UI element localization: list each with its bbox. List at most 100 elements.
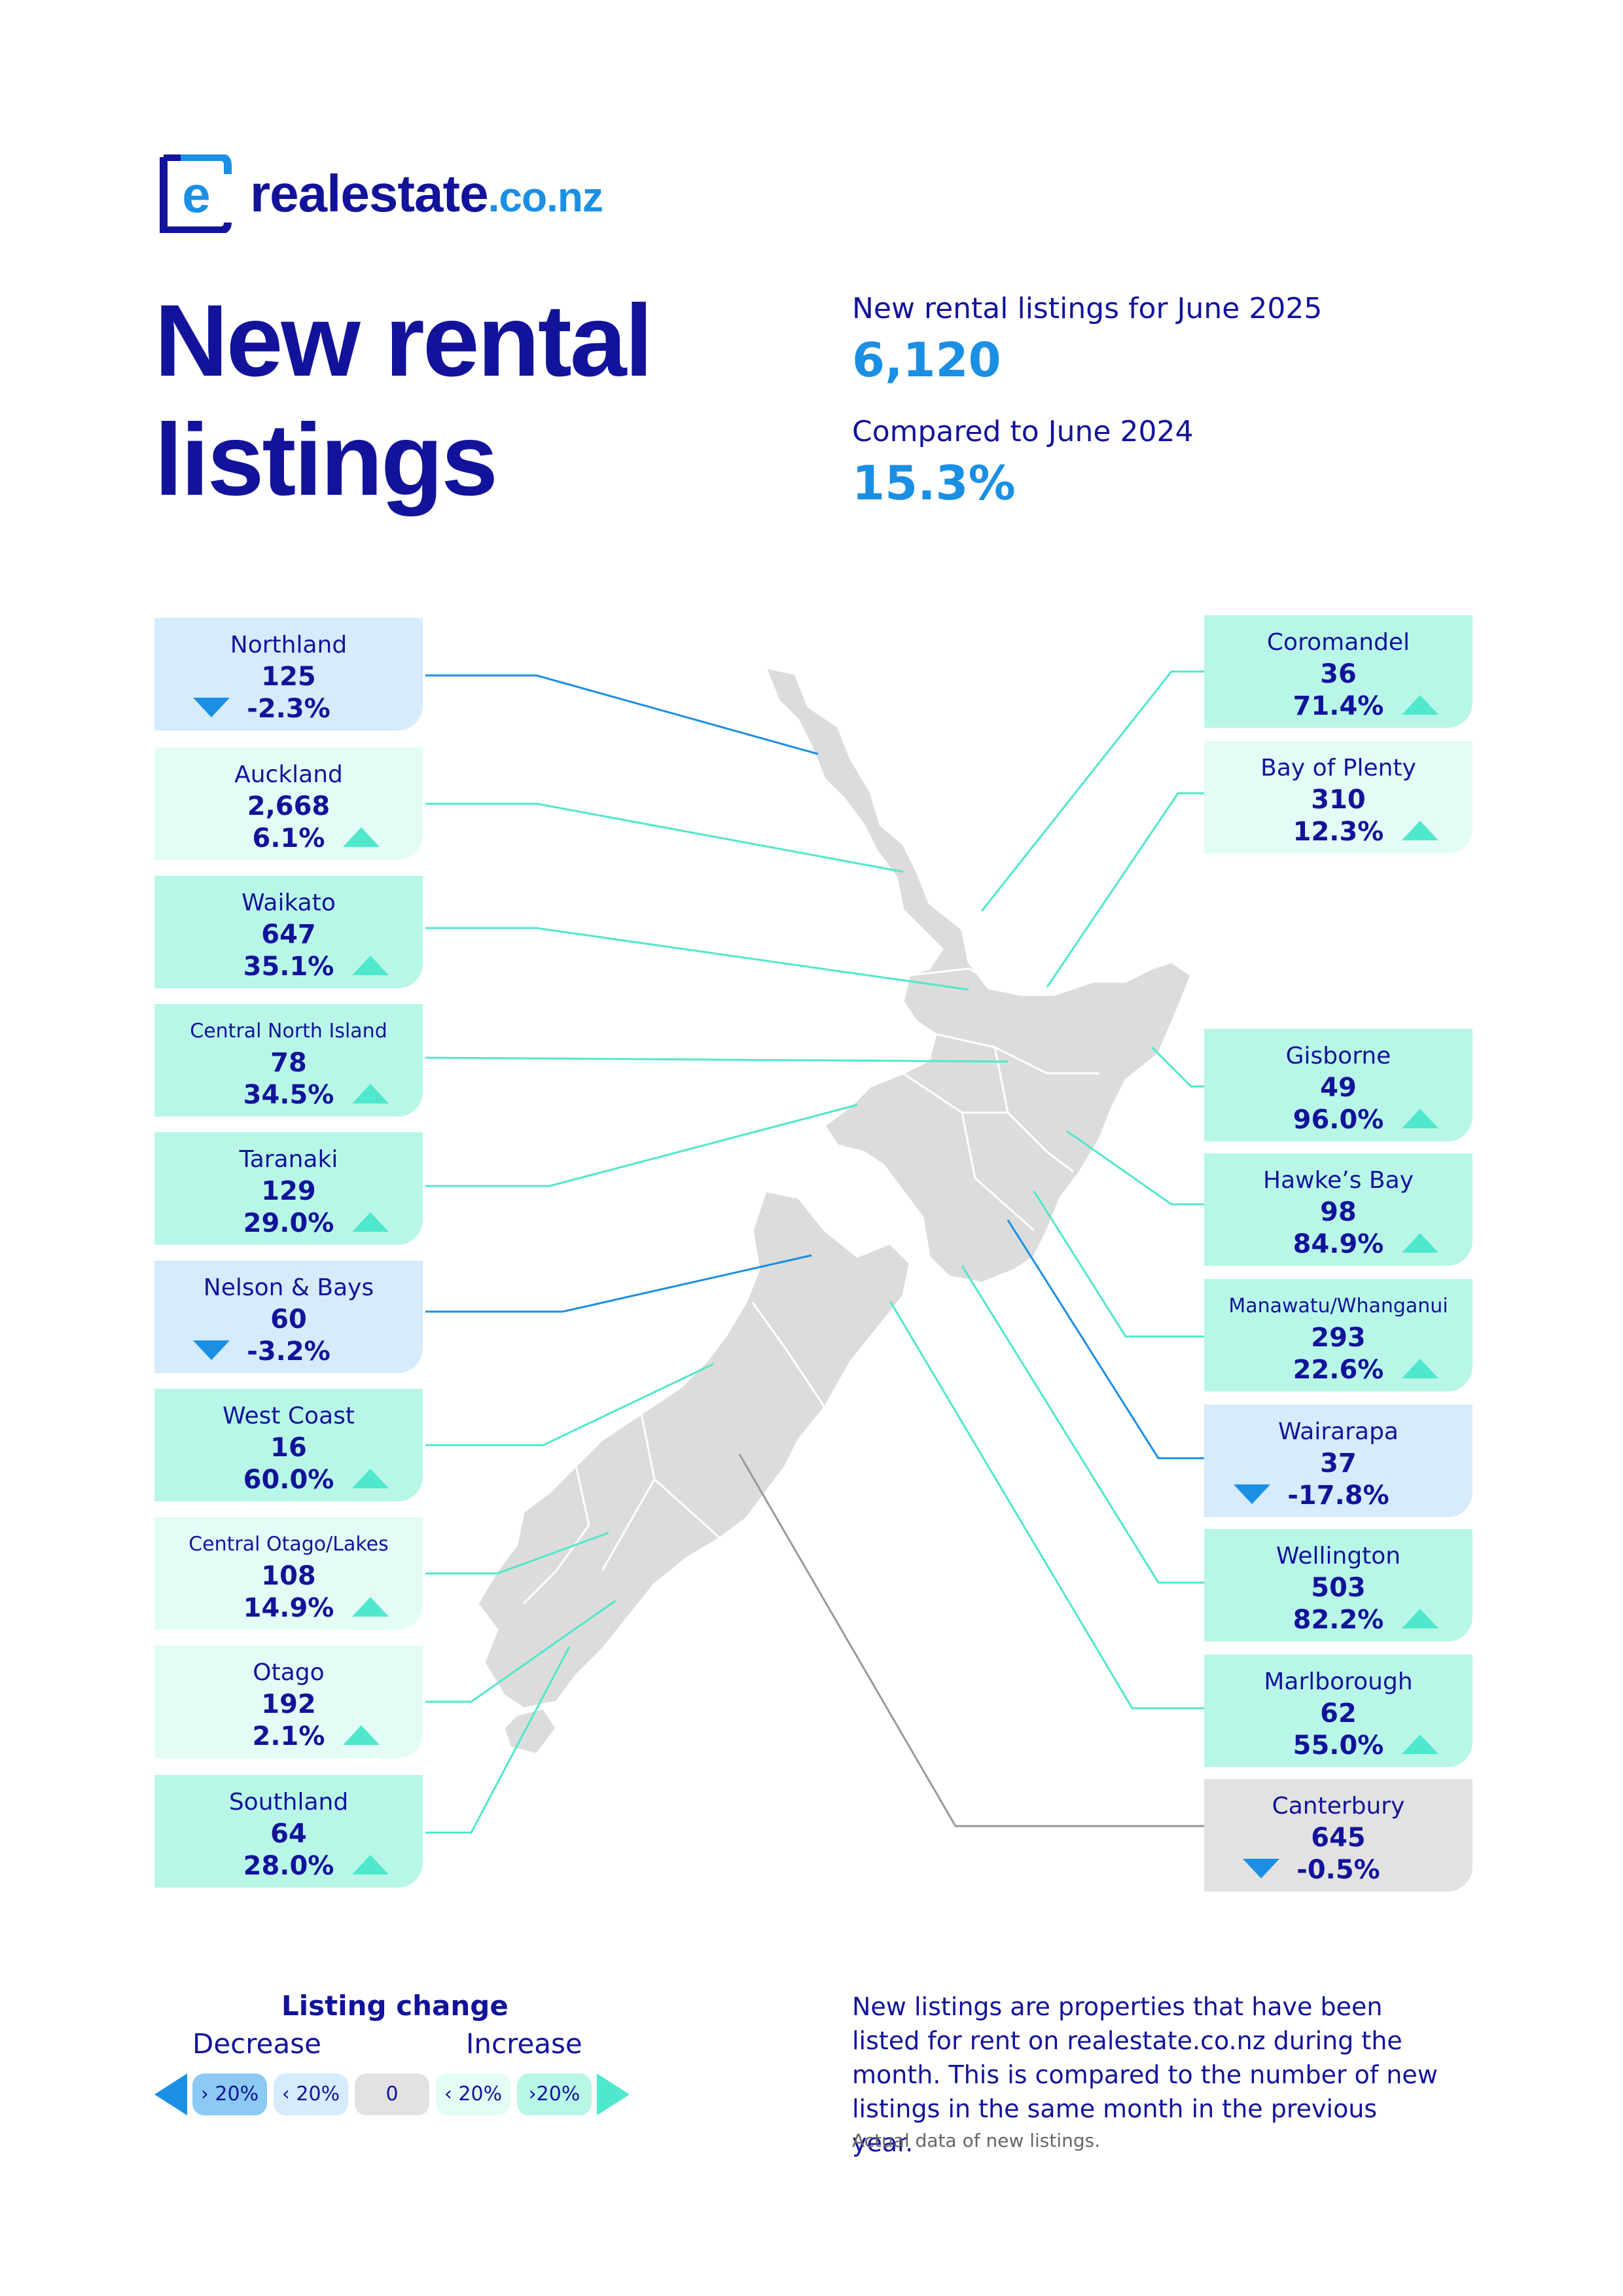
legend-pill-decrease: ‹ 20% [274,2073,348,2115]
region-change: 14.9% [243,1593,334,1623]
north-island-boundary-5 [961,1112,1035,1232]
region-card-canterbury[interactable]: Canterbury 645 -0.5% [1204,1779,1472,1892]
source-note: Actual data of new listings. [852,2130,1101,2151]
region-count: 503 [1311,1573,1366,1603]
down-arrow-icon [1234,1484,1271,1504]
region-name: Southland [228,1789,349,1816]
legend-pill-increase: ‹ 20% [436,2073,510,2115]
up-arrow-icon [352,1855,389,1874]
leader-central-north-island [425,1056,1008,1063]
region-name: Marlborough [1264,1668,1413,1695]
region-card-wellington[interactable]: Wellington 503 82.2% [1204,1529,1472,1641]
up-arrow-icon [1402,1609,1439,1628]
region-change: 35.1% [243,952,334,982]
region-name: Central Otago/Lakes [188,1533,389,1556]
listings-label: New rental listings for June 2025 [852,292,1323,325]
up-arrow-icon [1402,1734,1439,1754]
leader-auckland [425,802,904,873]
leader-wellington [961,1265,1204,1584]
region-change: 34.5% [243,1080,334,1110]
region-name: Central North Island [190,1020,387,1043]
region-name: Gisborne [1285,1043,1391,1069]
region-change: 12.3% [1293,817,1384,847]
north-island-boundary-2 [935,1033,1099,1075]
leader-canterbury [738,1454,1204,1827]
region-count: 647 [261,920,316,950]
region-card-coromandel[interactable]: Coromandel 36 71.4% [1204,615,1472,728]
logo-letter: e [182,166,210,223]
region-name: Hawke’s Bay [1263,1167,1414,1194]
leader-bay-of-plenty [1046,792,1204,988]
region-card-taranaki[interactable]: Taranaki 129 29.0% [154,1132,423,1245]
leader-wairarapa [1007,1219,1204,1460]
leader-otago [425,1600,616,1703]
legend-decrease-label: Decrease [192,2028,321,2060]
region-change: 96.0% [1293,1105,1384,1135]
legend-left-arrow-icon [154,2073,187,2115]
south-island-boundary-1 [751,1302,826,1408]
brand-logo[interactable]: e realestate.co.nz [154,154,743,233]
north-island-shape [764,666,1192,1284]
up-arrow-icon [1402,1109,1439,1128]
region-change: 6.1% [252,823,325,853]
down-arrow-icon [193,698,230,717]
region-card-central-north-island[interactable]: Central North Island 78 34.5% [154,1004,423,1117]
legend-pill-strong-increase: ›20% [517,2073,592,2115]
up-arrow-icon [352,1469,389,1488]
up-arrow-icon [1402,695,1439,715]
region-count: 64 [270,1819,307,1849]
brand-suffix: .co.nz [488,173,603,221]
up-arrow-icon [352,1212,389,1232]
region-name: West Coast [222,1403,355,1429]
region-card-auckland[interactable]: Auckland 2,668 6.1% [154,747,423,860]
up-arrow-icon [352,1084,389,1103]
region-name: Manawatu/Whanganui [1228,1295,1448,1318]
page-title: New rental listings [154,281,743,520]
region-card-marlborough[interactable]: Marlborough 62 55.0% [1204,1655,1472,1767]
brand-wordmark: realestate.co.nz [250,164,603,224]
listings-value: 6,120 [852,332,1001,387]
region-change: 28.0% [243,1851,334,1881]
region-count: 2,668 [247,791,330,821]
south-island-shape [476,1190,911,1710]
brand-name: realestate [250,164,489,223]
down-arrow-icon [193,1340,230,1360]
region-change: 71.4% [1293,691,1384,721]
region-card-hawkes-bay[interactable]: Hawke’s Bay 98 84.9% [1204,1153,1472,1266]
region-name: Wairarapa [1278,1418,1399,1445]
leader-hawkes-bay [1066,1130,1204,1206]
north-island-boundary-3 [993,1047,1074,1173]
region-change: 29.0% [243,1208,334,1238]
up-arrow-icon [1402,821,1439,840]
legend-right-arrow-icon [597,2073,630,2115]
region-count: 98 [1320,1197,1357,1227]
region-count: 125 [261,662,316,692]
region-count: 37 [1320,1448,1357,1479]
leader-nelson [425,1254,812,1313]
region-change: 2.1% [252,1721,325,1751]
leader-gisborne [1150,1046,1204,1088]
region-card-manawatu-whanganui[interactable]: Manawatu/Whanganui 293 22.6% [1204,1279,1472,1391]
region-card-west-coast[interactable]: West Coast 16 60.0% [154,1389,423,1501]
region-card-waikato[interactable]: Waikato 647 35.1% [154,876,423,988]
region-count: 129 [261,1176,316,1206]
region-name: Taranaki [239,1146,338,1173]
region-card-northland[interactable]: Northland 125 -2.3% [154,618,423,730]
region-change: -3.2% [247,1336,330,1367]
region-card-wairarapa[interactable]: Wairarapa 37 -17.8% [1204,1405,1472,1517]
region-card-nelson-bays[interactable]: Nelson & Bays 60 -3.2% [154,1261,423,1373]
region-card-gisborne[interactable]: Gisborne 49 96.0% [1204,1029,1472,1141]
region-name: Otago [253,1659,325,1686]
leader-central-otago [425,1532,609,1575]
leader-northland [425,674,819,755]
leader-coromandel [980,670,1204,912]
region-card-bay-of-plenty[interactable]: Bay of Plenty 310 12.3% [1204,741,1472,853]
region-card-otago[interactable]: Otago 192 2.1% [154,1645,423,1758]
south-island-boundary-4 [522,1465,590,1605]
region-change: -0.5% [1296,1855,1380,1885]
region-card-southland[interactable]: Southland 64 28.0% [154,1775,423,1888]
leader-west-coast [425,1363,714,1446]
region-card-central-otago-lakes[interactable]: Central Otago/Lakes 108 14.9% [154,1517,423,1630]
region-change: -2.3% [247,694,330,724]
